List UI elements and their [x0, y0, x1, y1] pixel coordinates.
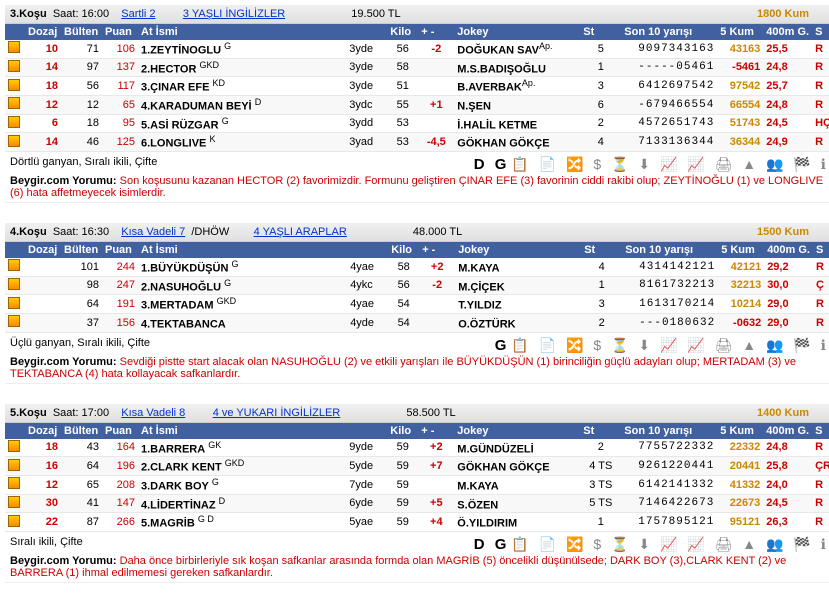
race-link1[interactable]: Sartli 2 — [121, 8, 155, 20]
race-time: Saat: 16:30 — [53, 226, 109, 238]
race-link1[interactable]: Kısa Vadeli 8 — [121, 407, 185, 419]
race-table: DozajBültenPuanAt İsmi Kilo+ -JokeyStSon… — [5, 24, 829, 152]
race-distance: 1800 Kum — [757, 8, 809, 20]
horse-name[interactable]: 2.NASUHOĞLU — [141, 281, 221, 293]
race-no: 5.Koşu — [10, 407, 47, 419]
rank-icon — [8, 41, 20, 53]
horse-row: 101244 1.BÜYÜKDÜŞÜN G 4yae58+2 M.KAYA4 4… — [5, 258, 829, 276]
rank-icon — [8, 315, 20, 327]
table-header: DozajBültenPuanAt İsmi Kilo+ -JokeyStSon… — [5, 242, 829, 258]
race-no: 4.Koşu — [10, 226, 47, 238]
horse-name[interactable]: 3.DARK BOY — [141, 481, 209, 493]
race-footer: G📋 📄 🔀 $ ⏳ ⬇ 📈 📈 🖨 ▲ 👥 🏁 ℹ Üçlü ganyan, … — [5, 333, 829, 353]
race-footer: D G📋 📄 🔀 $ ⏳ ⬇ 📈 📈 🖨 ▲ 👥 🏁 ℹ Sıralı ikil… — [5, 532, 829, 552]
race-distance: 1500 Kum — [757, 226, 809, 238]
horse-row: 1497137 2.HECTOR GKD 3yde58 M.S.BADIŞOĞL… — [5, 58, 829, 77]
race-distance: 1400 Kum — [757, 407, 809, 419]
horse-row: 121265 4.KARADUMAN BEYİ D 3ydc55+1 N.ŞEN… — [5, 95, 829, 114]
horse-row: 3041147 4.LİDERTİNAZ D 6yde59+5 S.ÖZEN5 … — [5, 494, 829, 513]
race-comment: Beygir.com Yorumu: Daha önce birbirleriy… — [5, 552, 829, 583]
toolbar-icons[interactable]: D G📋 📄 🔀 $ ⏳ ⬇ 📈 📈 🖨 ▲ 👥 🏁 ℹ — [474, 536, 829, 553]
race-table: DozajBültenPuanAt İsmi Kilo+ -JokeyStSon… — [5, 242, 829, 333]
race-block: 4.Koşu Saat: 16:30 Kısa Vadeli 7 /DHÖW 4… — [5, 223, 829, 384]
race-comment: Beygir.com Yorumu: Sevdiği pistte start … — [5, 353, 829, 384]
rank-icon — [8, 440, 20, 452]
horse-name[interactable]: 6.LONGLIVE — [141, 138, 206, 150]
race-link1[interactable]: Kısa Vadeli 7 — [121, 226, 185, 238]
race-no: 3.Koşu — [10, 8, 47, 20]
rank-icon — [8, 515, 20, 527]
table-header: DozajBültenPuanAt İsmi Kilo+ -JokeyStSon… — [5, 423, 829, 439]
race-header: 4.Koşu Saat: 16:30 Kısa Vadeli 7 /DHÖW 4… — [5, 223, 829, 242]
race-prize: 19.500 TL — [351, 8, 400, 20]
horse-name[interactable]: 2.CLARK KENT — [141, 462, 222, 474]
race-link2[interactable]: 4 YAŞLI ARAPLAR — [254, 226, 347, 238]
race-time: Saat: 17:00 — [53, 407, 109, 419]
rank-icon — [8, 97, 20, 109]
horse-row: 2287266 5.MAGRİB G D 5yae59+4 Ö.YILDIRIM… — [5, 513, 829, 532]
horse-name[interactable]: 4.KARADUMAN BEYİ — [141, 101, 252, 113]
horse-row: 1265208 3.DARK BOY G 7yde59 M.KAYA3 TS 6… — [5, 475, 829, 494]
rank-icon — [8, 60, 20, 72]
horse-name[interactable]: 3.MERTADAM — [141, 300, 214, 312]
bet-types: Dörtlü ganyan, Sıralı ikili, Çifte — [10, 156, 157, 168]
rank-icon — [8, 496, 20, 508]
rank-icon — [8, 116, 20, 128]
toolbar-icons[interactable]: D G📋 📄 🔀 $ ⏳ ⬇ 📈 📈 🖨 ▲ 👥 🏁 ℹ — [474, 156, 829, 173]
horse-row: 98247 2.NASUHOĞLU G 4ykc56-2 M.ÇİÇEK1 81… — [5, 276, 829, 295]
toolbar-icons[interactable]: G📋 📄 🔀 $ ⏳ ⬇ 📈 📈 🖨 ▲ 👥 🏁 ℹ — [495, 337, 829, 354]
horse-name[interactable]: 1.ZEYTİNOGLU — [141, 45, 221, 57]
horse-row: 64191 3.MERTADAM GKD 4yae54 T.YILDIZ3 16… — [5, 295, 829, 314]
race-block: 3.Koşu Saat: 16:00 Sartli 2 3 YAŞLI İNGİ… — [5, 5, 829, 203]
horse-name[interactable]: 5.MAGRİB — [141, 518, 195, 530]
rank-icon — [8, 278, 20, 290]
horse-row: 37156 4.TEKTABANCA 4yde54 O.ÖZTÜRK2 ---0… — [5, 313, 829, 332]
rank-icon — [8, 477, 20, 489]
race-table: DozajBültenPuanAt İsmi Kilo+ -JokeyStSon… — [5, 423, 829, 532]
rank-icon — [8, 459, 20, 471]
race-link2[interactable]: 3 YAŞLI İNGİLİZLER — [183, 8, 285, 20]
horse-row: 1071106 1.ZEYTİNOGLU G 3yde56-2 DOĞUKAN … — [5, 40, 829, 58]
race-block: 5.Koşu Saat: 17:00 Kısa Vadeli 8 4 ve YU… — [5, 404, 829, 583]
horse-row: 1843164 1.BARRERA GK 9yde59+2 M.GÜNDÜZEL… — [5, 439, 829, 457]
horse-name[interactable]: 1.BÜYÜKDÜŞÜN — [141, 263, 228, 275]
race-header: 3.Koşu Saat: 16:00 Sartli 2 3 YAŞLI İNGİ… — [5, 5, 829, 24]
horse-row: 1446125 6.LONGLIVE K 3yad53-4,5 GÖKHAN G… — [5, 133, 829, 152]
horse-name[interactable]: 1.BARRERA — [141, 443, 205, 455]
horse-name[interactable]: 3.ÇINAR EFE — [141, 82, 209, 94]
race-header: 5.Koşu Saat: 17:00 Kısa Vadeli 8 4 ve YU… — [5, 404, 829, 423]
horse-name[interactable]: 4.LİDERTİNAZ — [141, 499, 216, 511]
bet-types: Sıralı ikili, Çifte — [10, 536, 83, 548]
race-link2[interactable]: 4 ve YUKARI İNGİLİZLER — [213, 407, 341, 419]
horse-row: 1856117 3.ÇINAR EFE KD 3yde51 B.AVERBAKA… — [5, 77, 829, 96]
race-time: Saat: 16:00 — [53, 8, 109, 20]
race-prize: 58.500 TL — [406, 407, 455, 419]
race-footer: D G📋 📄 🔀 $ ⏳ ⬇ 📈 📈 🖨 ▲ 👥 🏁 ℹ Dörtlü gany… — [5, 152, 829, 172]
rank-icon — [8, 79, 20, 91]
bet-types: Üçlü ganyan, Sıralı ikili, Çifte — [10, 337, 150, 349]
race-comment: Beygir.com Yorumu: Son koşusunu kazanan … — [5, 172, 829, 203]
horse-row: 61895 5.ASİ RÜZGAR G 3ydd53 İ.HALİL KETM… — [5, 114, 829, 133]
rank-icon — [8, 259, 20, 271]
horse-name[interactable]: 4.TEKTABANCA — [141, 319, 226, 331]
race-prize: 48.000 TL — [413, 226, 462, 238]
horse-name[interactable]: 5.ASİ RÜZGAR — [141, 119, 219, 131]
table-header: DozajBültenPuanAt İsmi Kilo+ -JokeyStSon… — [5, 24, 829, 40]
horse-row: 1664196 2.CLARK KENT GKD 5yde59+7 GÖKHAN… — [5, 457, 829, 476]
rank-icon — [8, 135, 20, 147]
horse-name[interactable]: 2.HECTOR — [141, 63, 196, 75]
rank-icon — [8, 297, 20, 309]
